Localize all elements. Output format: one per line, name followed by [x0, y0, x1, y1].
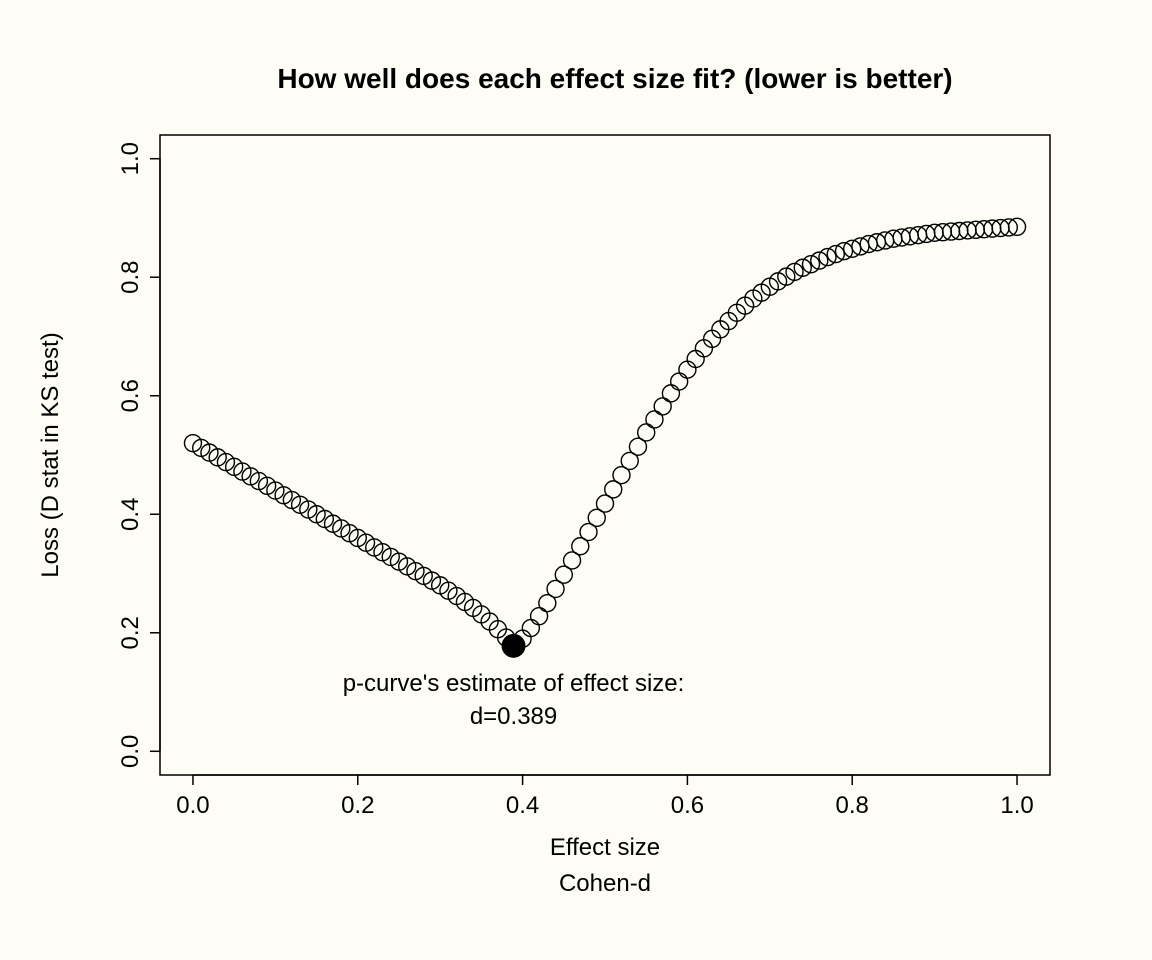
x-tick-label: 0.8: [836, 792, 869, 819]
x-tick-label: 0.0: [176, 792, 209, 819]
y-tick-label: 0.4: [117, 498, 144, 531]
x-tick-label: 0.4: [506, 792, 539, 819]
x-axis-label-line2: Cohen-d: [559, 870, 651, 897]
ks-loss-chart: How well does each effect size fit? (low…: [0, 0, 1152, 960]
y-axis-label: Loss (D stat in KS test): [37, 332, 64, 577]
y-tick-label: 0.8: [117, 261, 144, 294]
x-axis-label-line1: Effect size: [550, 834, 660, 861]
highlight-point: [502, 634, 526, 658]
annotation-line2: d=0.389: [470, 703, 557, 730]
x-tick-label: 0.2: [341, 792, 374, 819]
y-tick-label: 0.6: [117, 379, 144, 412]
chart-title: How well does each effect size fit? (low…: [277, 63, 952, 94]
x-tick-label: 0.6: [671, 792, 704, 819]
x-tick-label: 1.0: [1000, 792, 1033, 819]
y-tick-label: 0.2: [117, 616, 144, 649]
chart-background: [0, 0, 1152, 960]
annotation-line1: p-curve's estimate of effect size:: [343, 670, 685, 697]
y-tick-label: 0.0: [117, 735, 144, 768]
y-tick-label: 1.0: [117, 142, 144, 175]
